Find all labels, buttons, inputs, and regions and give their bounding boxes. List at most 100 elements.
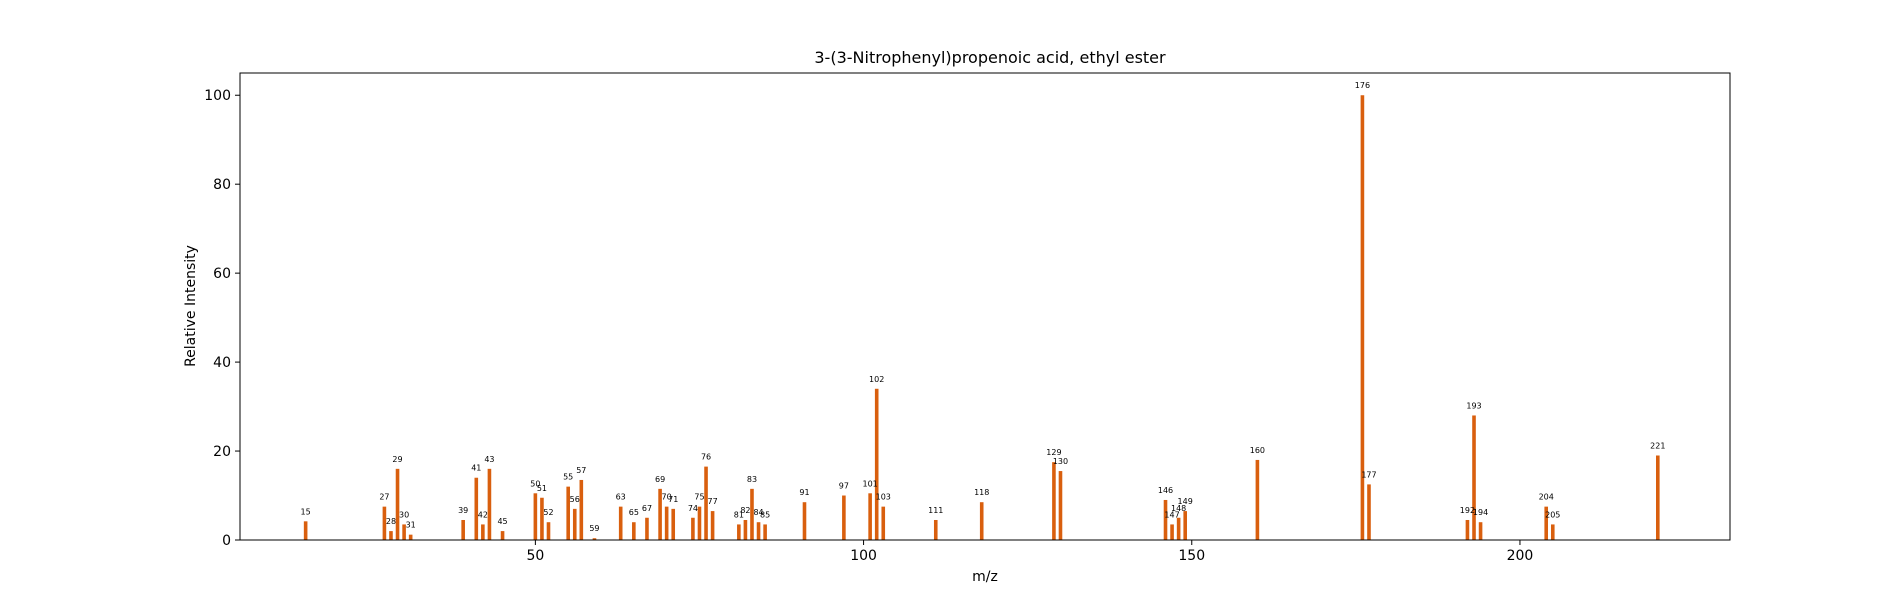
bar-mz-27: [382, 506, 387, 540]
bar-mz-42: [481, 524, 485, 540]
bar-mz-45: [500, 531, 505, 540]
bar-group: [303, 95, 1660, 541]
peak-label-101: 101: [862, 479, 877, 488]
bar-mz-52: [546, 522, 551, 540]
bar-mz-176: [1360, 95, 1365, 541]
bar-mz-118: [979, 502, 984, 540]
bar-mz-77: [710, 511, 715, 540]
peak-label-221: 221: [1650, 442, 1665, 451]
peak-label-194: 194: [1473, 508, 1488, 517]
bar-mz-63: [618, 506, 623, 540]
peak-label-15: 15: [301, 507, 311, 516]
bar-mz-84: [756, 522, 761, 540]
peak-label-57: 57: [576, 466, 586, 475]
peak-label-30: 30: [399, 510, 409, 519]
bar-mz-43: [487, 468, 492, 540]
peak-label-204: 204: [1539, 493, 1554, 502]
peak-label-91: 91: [799, 488, 809, 497]
peak-label-41: 41: [471, 464, 481, 473]
peak-label-147: 147: [1164, 510, 1179, 519]
y-tick-label-60: 60: [213, 266, 231, 282]
y-tick-label-100: 100: [204, 88, 231, 104]
bar-mz-55: [566, 486, 570, 540]
x-axis: 50 100 150 200: [526, 540, 1533, 564]
peak-label-77: 77: [708, 497, 718, 506]
peak-label-118: 118: [974, 488, 989, 497]
peak-label-31: 31: [406, 521, 416, 530]
peak-label-45: 45: [497, 517, 507, 526]
x-tick-label-150: 150: [1178, 548, 1205, 564]
peak-label-50: 50: [530, 479, 540, 488]
bar-mz-160: [1255, 459, 1260, 540]
peak-label-63: 63: [616, 493, 626, 502]
bar-mz-51: [540, 497, 544, 540]
bar-mz-146: [1163, 499, 1168, 540]
peak-label-55: 55: [563, 473, 573, 482]
bar-mz-29: [395, 468, 400, 540]
peak-label-43: 43: [484, 455, 494, 464]
bar-mz-149: [1183, 511, 1187, 540]
bar-mz-204: [1544, 506, 1549, 540]
peak-label-28: 28: [386, 517, 396, 526]
peak-label-193: 193: [1466, 401, 1481, 410]
bar-mz-50: [533, 493, 538, 540]
bar-mz-147: [1170, 524, 1174, 540]
peak-label-81: 81: [734, 510, 744, 519]
bar-mz-85: [763, 524, 767, 540]
peak-label-69: 69: [655, 475, 665, 484]
bar-mz-102: [874, 388, 879, 540]
x-axis-label: m/z: [972, 569, 998, 585]
peak-label-192: 192: [1460, 506, 1475, 515]
peak-label-65: 65: [629, 508, 639, 517]
bar-mz-83: [750, 488, 754, 540]
bar-mz-76: [704, 466, 708, 540]
plot-area-frame: [239, 72, 1731, 541]
bar-mz-205: [1550, 524, 1555, 540]
peak-label-59: 59: [589, 524, 599, 533]
peak-label-51: 51: [537, 484, 547, 493]
peak-label-39: 39: [458, 506, 468, 515]
peak-label-56: 56: [570, 495, 580, 504]
bar-mz-31: [408, 534, 413, 540]
y-tick-label-0: 0: [222, 533, 231, 549]
peak-label-83: 83: [747, 475, 757, 484]
peak-label-102: 102: [869, 375, 884, 384]
y-axis-label: Relative Intensity: [183, 245, 199, 367]
bar-mz-111: [933, 519, 938, 540]
peak-label-71: 71: [668, 495, 678, 504]
peak-label-75: 75: [694, 493, 704, 502]
peak-label-84: 84: [753, 508, 763, 517]
peak-label-74: 74: [688, 504, 698, 513]
peak-label-146: 146: [1158, 486, 1173, 495]
bar-mz-28: [389, 531, 393, 540]
peak-label-29: 29: [392, 455, 402, 464]
bar-mz-81: [737, 524, 741, 540]
peak-label-85: 85: [760, 510, 770, 519]
x-tick-label-50: 50: [526, 548, 544, 564]
y-tick-label-80: 80: [213, 177, 231, 193]
bar-mz-57: [579, 479, 584, 540]
chart-title: 3-(3-Nitrophenyl)propenoic acid, ethyl e…: [814, 48, 1166, 67]
bar-mz-75: [697, 506, 702, 540]
bar-mz-148: [1176, 517, 1181, 540]
bar-mz-194: [1478, 522, 1483, 540]
bar-mz-192: [1465, 519, 1470, 540]
peak-label-27: 27: [379, 493, 389, 502]
x-tick-label-200: 200: [1507, 548, 1534, 564]
peak-label-97: 97: [839, 482, 849, 491]
bar-mz-193: [1472, 415, 1476, 540]
bar-mz-41: [474, 477, 479, 540]
peak-label-176: 176: [1355, 81, 1370, 90]
peak-label-149: 149: [1178, 497, 1193, 506]
peak-label-148: 148: [1171, 504, 1186, 513]
peak-label-67: 67: [642, 504, 652, 513]
peak-label-129: 129: [1046, 448, 1061, 457]
peak-label-111: 111: [928, 506, 943, 515]
bar-mz-221: [1656, 455, 1660, 540]
bar-mz-59: [592, 538, 597, 540]
bar-mz-15: [303, 521, 308, 540]
peak-label-70: 70: [662, 493, 672, 502]
peak-label-52: 52: [543, 508, 553, 517]
